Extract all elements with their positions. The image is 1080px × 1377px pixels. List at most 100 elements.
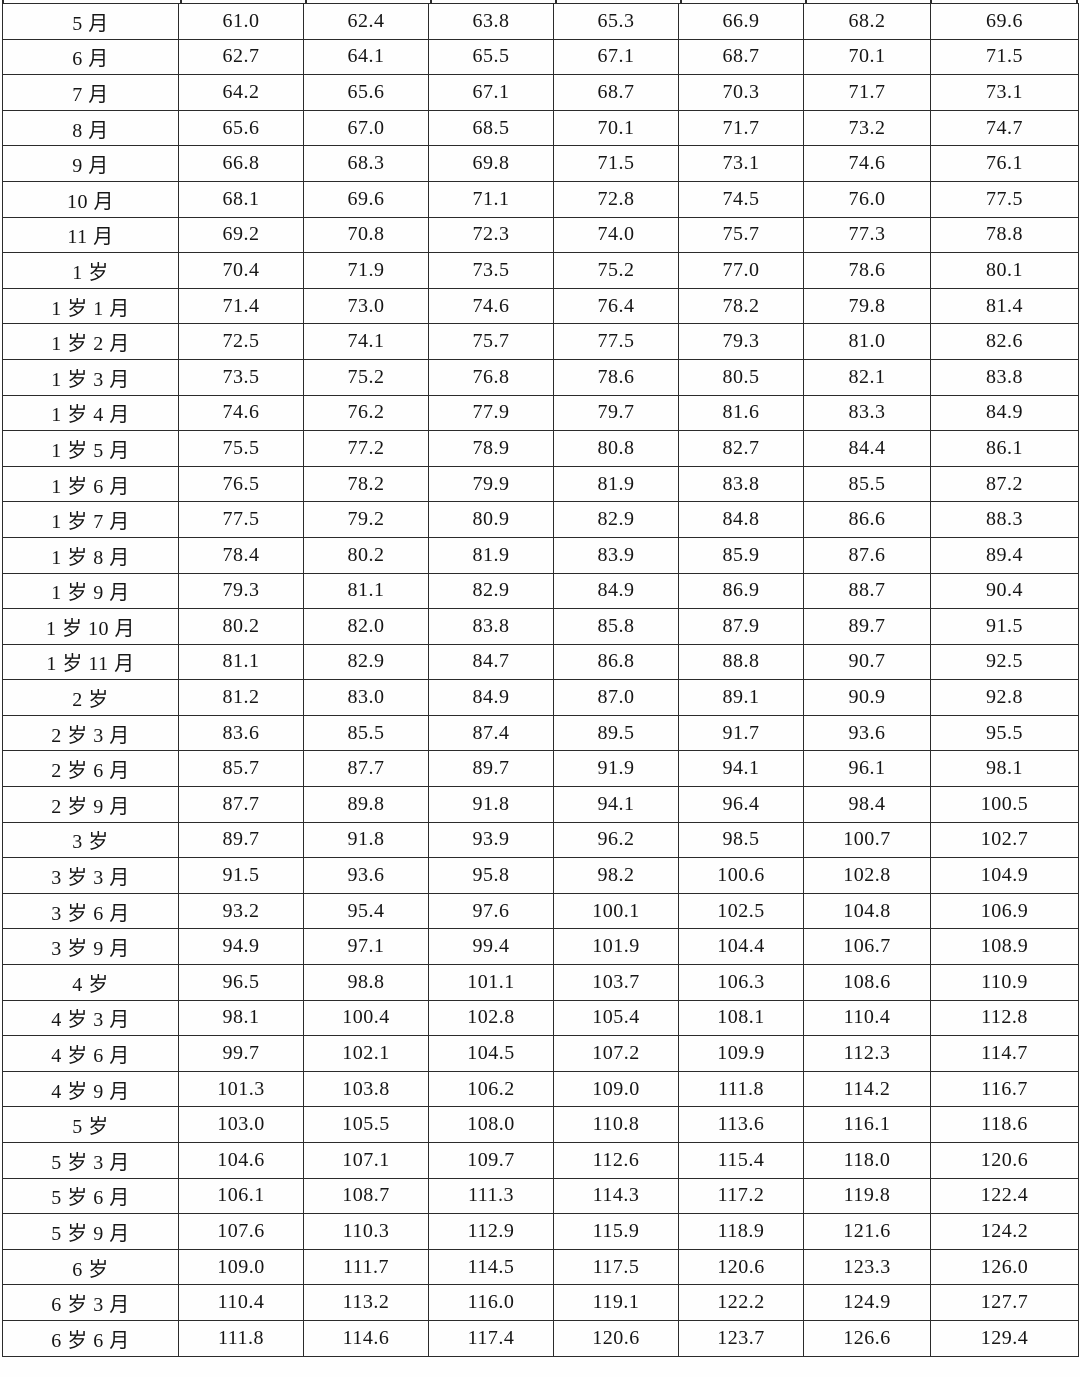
row-label-cell: 11 月 bbox=[2, 216, 179, 254]
row-label-cell: 1 岁 10 月 bbox=[2, 608, 179, 645]
table-cell: 70.3 bbox=[678, 74, 804, 111]
row-label-cell: 6 岁 bbox=[2, 1248, 179, 1286]
table-row: 1 岁 70.4 71.9 73.5 75.2 77.0 78.6 80.1 bbox=[2, 252, 1079, 289]
table-cell: 119.1 bbox=[553, 1284, 679, 1321]
table-cell: 78.6 bbox=[803, 252, 931, 289]
table-cell: 81.2 bbox=[178, 679, 304, 716]
table-cell: 62.4 bbox=[303, 3, 429, 40]
table-cell: 117.2 bbox=[678, 1177, 804, 1215]
table-cell: 74.0 bbox=[553, 216, 679, 254]
table-cell: 75.2 bbox=[553, 252, 679, 289]
table-cell: 67.0 bbox=[303, 109, 429, 147]
table-cell: 101.1 bbox=[428, 964, 554, 1001]
table-cell: 78.2 bbox=[678, 287, 804, 325]
table-cell: 105.4 bbox=[553, 999, 679, 1037]
row-label-cell: 4 岁 3 月 bbox=[2, 999, 179, 1037]
table-cell: 71.9 bbox=[303, 252, 429, 289]
row-label-cell: 3 岁 3 月 bbox=[2, 857, 179, 894]
table-cell: 114.5 bbox=[428, 1248, 554, 1286]
table-cell: 96.2 bbox=[553, 821, 679, 859]
table-cell: 110.4 bbox=[178, 1284, 304, 1321]
table-cell: 72.5 bbox=[178, 323, 304, 360]
table-cell: 126.6 bbox=[803, 1319, 931, 1357]
table-row: 3 岁 3 月 91.5 93.6 95.8 98.2 100.6 102.8 104.9 bbox=[2, 857, 1079, 894]
table-row: 5 月 61.0 62.4 63.8 65.3 66.9 68.2 69.6 bbox=[2, 3, 1079, 40]
table-cell: 74.6 bbox=[428, 287, 554, 325]
table-cell: 66.9 bbox=[678, 3, 804, 40]
table-row: 3 岁 6 月 93.2 95.4 97.6 100.1 102.5 104.8 106.9 bbox=[2, 892, 1079, 930]
table-cell: 70.1 bbox=[803, 38, 931, 76]
table-cell: 81.9 bbox=[428, 536, 554, 574]
table-cell: 73.1 bbox=[930, 74, 1079, 111]
table-cell: 86.6 bbox=[803, 501, 931, 538]
table-row: 4 岁 96.5 98.8 101.1 103.7 106.3 108.6 110.9 bbox=[2, 964, 1079, 1001]
table-cell: 85.8 bbox=[553, 608, 679, 645]
table-cell: 78.9 bbox=[428, 430, 554, 467]
table-cell: 64.2 bbox=[178, 74, 304, 111]
table-cell: 69.2 bbox=[178, 216, 304, 254]
table-cell: 90.9 bbox=[803, 679, 931, 716]
table-row: 1 岁 6 月 76.5 78.2 79.9 81.9 83.8 85.5 87.2 bbox=[2, 465, 1079, 503]
table-cell: 97.1 bbox=[303, 928, 429, 966]
table-cell: 79.3 bbox=[178, 572, 304, 610]
table-cell: 81.0 bbox=[803, 323, 931, 360]
table-cell: 76.4 bbox=[553, 287, 679, 325]
table-cell: 82.9 bbox=[428, 572, 554, 610]
table-cell: 70.1 bbox=[553, 109, 679, 147]
table-cell: 69.8 bbox=[428, 145, 554, 182]
table-cell: 68.2 bbox=[803, 3, 931, 40]
table-row: 6 月 62.7 64.1 65.5 67.1 68.7 70.1 71.5 bbox=[2, 38, 1079, 76]
row-label-cell: 10 月 bbox=[2, 180, 179, 218]
table-cell: 71.4 bbox=[178, 287, 304, 325]
table-cell: 78.8 bbox=[930, 216, 1079, 254]
table-cell: 104.6 bbox=[178, 1142, 304, 1179]
table-row: 2 岁 81.2 83.0 84.9 87.0 89.1 90.9 92.8 bbox=[2, 679, 1079, 716]
table-cell: 91.5 bbox=[930, 608, 1079, 645]
table-cell: 123.7 bbox=[678, 1319, 804, 1357]
table-cell: 91.8 bbox=[428, 786, 554, 823]
table-cell: 72.8 bbox=[553, 180, 679, 218]
table-cell: 62.7 bbox=[178, 38, 304, 76]
table-cell: 93.2 bbox=[178, 892, 304, 930]
row-label-cell: 5 月 bbox=[2, 3, 179, 40]
row-label-cell: 1 岁 7 月 bbox=[2, 501, 179, 538]
table-cell: 88.3 bbox=[930, 501, 1079, 538]
table-cell: 81.1 bbox=[303, 572, 429, 610]
table-row: 6 岁 6 月 111.8 114.6 117.4 120.6 123.7 126.6 12… bbox=[2, 1319, 1079, 1357]
table-cell: 106.9 bbox=[930, 892, 1079, 930]
table-cell: 112.6 bbox=[553, 1142, 679, 1179]
table-cell: 73.0 bbox=[303, 287, 429, 325]
table-cell: 87.7 bbox=[303, 750, 429, 788]
table-row: 1 岁 5 月 75.5 77.2 78.9 80.8 82.7 84.4 86.1 bbox=[2, 430, 1079, 467]
table-cell: 118.9 bbox=[678, 1213, 804, 1250]
table-cell: 118.0 bbox=[803, 1142, 931, 1179]
table-cell: 110.3 bbox=[303, 1213, 429, 1250]
table-row: 4 岁 9 月 101.3 103.8 106.2 109.0 111.8 114.2 11… bbox=[2, 1070, 1079, 1108]
table-cell: 119.8 bbox=[803, 1177, 931, 1215]
table-cell: 110.8 bbox=[553, 1106, 679, 1143]
table-row: 1 岁 7 月 77.5 79.2 80.9 82.9 84.8 86.6 88.3 bbox=[2, 501, 1079, 538]
table-row: 1 岁 2 月 72.5 74.1 75.7 77.5 79.3 81.0 82.6 bbox=[2, 323, 1079, 360]
table-cell: 75.5 bbox=[178, 430, 304, 467]
table-cell: 107.6 bbox=[178, 1213, 304, 1250]
row-label-cell: 1 岁 11 月 bbox=[2, 643, 179, 681]
table-cell: 106.3 bbox=[678, 964, 804, 1001]
table-cell: 77.9 bbox=[428, 394, 554, 432]
table-cell: 94.1 bbox=[678, 750, 804, 788]
table-row: 6 岁 3 月 110.4 113.2 116.0 119.1 122.2 124.9 12… bbox=[2, 1284, 1079, 1321]
table-cell: 116.1 bbox=[803, 1106, 931, 1143]
table-cell: 85.5 bbox=[803, 465, 931, 503]
table-cell: 100.7 bbox=[803, 821, 931, 859]
table-cell: 111.8 bbox=[678, 1070, 804, 1108]
table-cell: 109.0 bbox=[178, 1248, 304, 1286]
row-label-cell: 2 岁 6 月 bbox=[2, 750, 179, 788]
table-cell: 90.7 bbox=[803, 643, 931, 681]
table-cell: 112.3 bbox=[803, 1035, 931, 1072]
table-cell: 76.5 bbox=[178, 465, 304, 503]
table-cell: 63.8 bbox=[428, 3, 554, 40]
table-cell: 68.1 bbox=[178, 180, 304, 218]
table-cell: 108.9 bbox=[930, 928, 1079, 966]
table-cell: 84.9 bbox=[930, 394, 1079, 432]
table-cell: 87.7 bbox=[178, 786, 304, 823]
